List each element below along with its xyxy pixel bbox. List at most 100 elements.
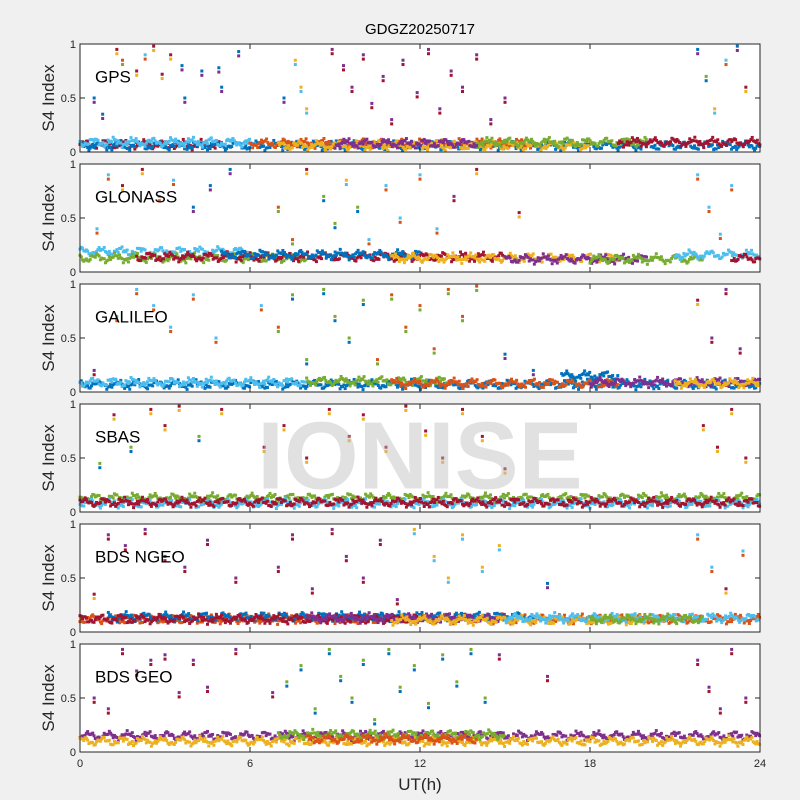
- baseline-point: [250, 378, 254, 382]
- baseline-point: [120, 502, 124, 506]
- baseline-point: [634, 145, 638, 149]
- baseline-point: [666, 378, 670, 382]
- baseline-point: [729, 138, 733, 142]
- baseline-point: [116, 250, 120, 254]
- baseline-point: [268, 146, 272, 150]
- baseline-point: [95, 381, 99, 385]
- baseline-point: [611, 374, 615, 378]
- spike-point: [415, 91, 419, 95]
- baseline-point: [695, 140, 699, 144]
- baseline-point: [515, 378, 519, 382]
- y-tick-label: 0: [70, 387, 76, 399]
- baseline-point: [520, 382, 524, 386]
- baseline-point: [285, 141, 289, 145]
- baseline-point: [711, 377, 715, 381]
- baseline-point: [744, 381, 748, 385]
- baseline-point: [657, 147, 661, 151]
- baseline-point: [242, 386, 246, 390]
- baseline-point: [375, 378, 379, 382]
- baseline-point: [508, 143, 512, 147]
- baseline-point: [234, 381, 238, 385]
- baseline-point: [132, 378, 136, 382]
- spike-point: [299, 90, 303, 94]
- baseline-point: [748, 252, 752, 256]
- baseline-point: [501, 386, 505, 390]
- baseline-point: [190, 384, 194, 388]
- baseline-point: [663, 262, 667, 266]
- baseline-point: [410, 377, 413, 381]
- baseline-point: [319, 383, 323, 387]
- baseline-point: [509, 383, 513, 387]
- baseline-point: [601, 495, 605, 499]
- baseline-point: [199, 381, 203, 385]
- baseline-point: [523, 145, 527, 149]
- baseline-point: [665, 384, 668, 388]
- baseline-point: [304, 147, 308, 151]
- baseline-point: [653, 255, 657, 259]
- baseline-point: [419, 375, 423, 379]
- baseline-point: [155, 381, 158, 385]
- spike-point: [435, 227, 439, 231]
- baseline-point: [221, 247, 225, 251]
- baseline-point: [682, 492, 686, 496]
- baseline-point: [277, 255, 281, 259]
- baseline-point: [475, 142, 479, 146]
- baseline-point: [186, 256, 190, 260]
- baseline-point: [179, 256, 183, 260]
- baseline-point: [313, 494, 317, 498]
- baseline-point: [79, 381, 83, 385]
- baseline-point: [309, 494, 313, 498]
- baseline-point: [687, 381, 691, 385]
- baseline-point: [574, 379, 578, 383]
- baseline-point: [627, 255, 631, 259]
- y-tick-label: 1: [70, 39, 76, 51]
- spike-point: [361, 57, 365, 61]
- baseline-point: [306, 149, 310, 153]
- baseline-point: [370, 382, 374, 386]
- baseline-point: [417, 385, 421, 389]
- baseline-point: [352, 377, 356, 381]
- baseline-point: [253, 255, 257, 259]
- baseline-point: [488, 145, 492, 149]
- baseline-point: [347, 137, 351, 141]
- baseline-point: [453, 145, 457, 149]
- baseline-point: [281, 384, 285, 388]
- baseline-point: [500, 382, 504, 386]
- baseline-point: [186, 376, 190, 380]
- baseline-point: [412, 144, 416, 148]
- spike-point: [461, 85, 464, 89]
- baseline-point: [563, 257, 567, 261]
- baseline-point: [415, 253, 419, 257]
- baseline-point: [348, 145, 352, 149]
- baseline-point: [497, 254, 501, 258]
- baseline-point: [471, 145, 475, 149]
- baseline-point: [535, 259, 539, 263]
- baseline-point: [185, 380, 189, 384]
- spike-point: [228, 167, 232, 171]
- baseline-point: [121, 505, 125, 509]
- spike-point: [710, 336, 714, 340]
- baseline-point: [669, 140, 673, 144]
- baseline-point: [329, 147, 333, 151]
- baseline-point: [181, 137, 185, 141]
- baseline-point: [133, 494, 137, 498]
- baseline-point: [123, 386, 127, 390]
- spike-point: [735, 48, 739, 52]
- baseline-point: [426, 380, 430, 384]
- baseline-point: [330, 492, 334, 496]
- baseline-point: [713, 377, 717, 381]
- baseline-point: [195, 143, 199, 147]
- baseline-point: [358, 379, 362, 383]
- baseline-point: [162, 146, 166, 150]
- baseline-point: [578, 384, 582, 388]
- baseline-point: [223, 142, 227, 146]
- baseline-point: [596, 144, 600, 148]
- baseline-point: [554, 258, 558, 262]
- baseline-point: [481, 386, 485, 390]
- baseline-point: [92, 145, 96, 149]
- baseline-point: [720, 255, 724, 259]
- baseline-point: [373, 255, 377, 259]
- baseline-point: [188, 250, 192, 254]
- baseline-point: [279, 382, 283, 386]
- baseline-point: [480, 137, 484, 141]
